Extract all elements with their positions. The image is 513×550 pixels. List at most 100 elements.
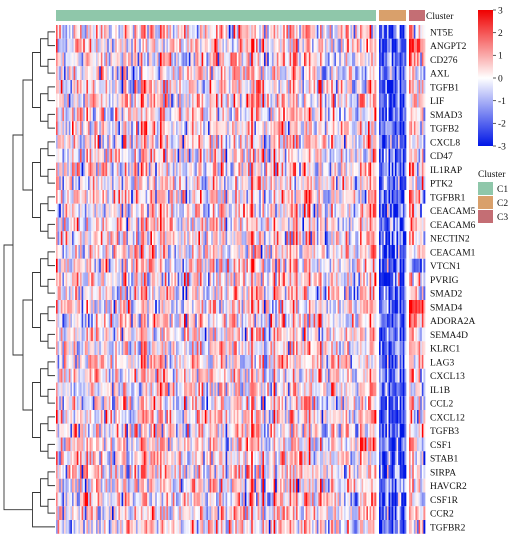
heatmap-cell <box>155 190 158 204</box>
heatmap-cell <box>155 478 158 493</box>
heatmap-cell <box>155 451 158 465</box>
heatmap-cell <box>176 25 178 39</box>
heatmap-cell <box>96 272 98 287</box>
heatmap-cell <box>187 478 190 493</box>
heatmap-cell <box>177 66 180 80</box>
heatmap-cell <box>264 272 266 287</box>
heatmap-cell <box>57 437 60 452</box>
heatmap-cell <box>91 272 94 287</box>
heatmap-cell <box>107 478 110 493</box>
heatmap-cell <box>185 423 188 438</box>
heatmap-cell <box>147 258 150 273</box>
heatmap-cell <box>150 341 153 355</box>
heatmap-cell <box>267 93 270 108</box>
heatmap-cell <box>204 355 207 369</box>
heatmap-cell <box>56 286 58 300</box>
heatmap-cell <box>180 368 183 383</box>
heatmap-cell <box>94 286 97 300</box>
heatmap-cell <box>193 492 196 507</box>
heatmap-cell <box>73 520 76 534</box>
heatmap-cell <box>102 245 105 259</box>
heatmap-cell <box>179 368 182 383</box>
heatmap-cell <box>169 258 172 273</box>
heatmap-cell <box>107 382 110 397</box>
heatmap-cell <box>115 176 118 190</box>
heatmap-cell <box>236 258 239 273</box>
heatmap-cell <box>217 258 220 273</box>
heatmap-cell <box>222 355 225 369</box>
heatmap-cell <box>177 382 180 397</box>
heatmap-cell <box>78 300 81 314</box>
heatmap-cell <box>174 38 177 53</box>
heatmap-cell <box>75 355 78 369</box>
heatmap-cell <box>118 520 121 534</box>
heatmap-cell <box>219 437 222 452</box>
heatmap-cell <box>233 423 236 438</box>
heatmap-cell <box>153 148 156 163</box>
heatmap-cell <box>209 451 212 465</box>
heatmap-cell <box>243 190 246 204</box>
heatmap-cell <box>172 217 175 232</box>
heatmap-cell <box>121 300 124 314</box>
heatmap-cell <box>219 217 222 232</box>
heatmap-cell <box>240 410 242 424</box>
heatmap-cell <box>140 231 143 245</box>
heatmap-cell <box>76 121 79 135</box>
heatmap-cell <box>104 66 106 80</box>
heatmap-cell <box>251 451 254 465</box>
heatmap-cell <box>100 162 103 177</box>
heatmap-cell <box>60 368 63 383</box>
heatmap-cell <box>57 258 60 273</box>
heatmap-cell <box>203 93 206 108</box>
heatmap-cell <box>208 300 210 314</box>
heatmap-cell <box>235 135 238 149</box>
heatmap-cell <box>208 217 210 232</box>
heatmap-cell <box>116 272 119 287</box>
heatmap-cell <box>164 465 167 479</box>
heatmap-cell <box>83 437 86 452</box>
heatmap-cell <box>134 437 137 452</box>
heatmap-cell <box>100 300 103 314</box>
heatmap-cell <box>112 520 114 534</box>
heatmap-cell <box>211 190 214 204</box>
heatmap-cell <box>108 451 111 465</box>
heatmap-cell <box>110 341 113 355</box>
heatmap-cell <box>59 162 62 177</box>
heatmap-cell <box>94 66 97 80</box>
heatmap-cell <box>182 410 185 424</box>
heatmap-cell <box>179 341 182 355</box>
heatmap-cell <box>116 217 119 232</box>
heatmap-cell <box>99 368 102 383</box>
heatmap-cell <box>139 66 142 80</box>
heatmap-cell <box>179 107 182 122</box>
dendrogram-branch <box>47 498 55 514</box>
heatmap-cell <box>76 286 79 300</box>
heatmap-cell <box>190 300 193 314</box>
heatmap-cell <box>123 300 126 314</box>
heatmap-cell <box>121 66 124 80</box>
heatmap-cell <box>200 300 202 314</box>
heatmap-cell <box>264 478 266 493</box>
heatmap-cell <box>136 107 138 122</box>
heatmap-cell <box>238 272 241 287</box>
heatmap-cell <box>163 300 166 314</box>
heatmap-cell <box>233 162 236 177</box>
heatmap-cell <box>246 451 249 465</box>
heatmap-cell <box>182 313 185 328</box>
heatmap-cell <box>160 203 162 218</box>
heatmap-cell <box>248 368 250 383</box>
heatmap-cell <box>147 313 150 328</box>
heatmap-cell <box>60 410 63 424</box>
heatmap-cell <box>204 272 207 287</box>
heatmap-cell <box>59 492 62 507</box>
heatmap-cell <box>124 190 127 204</box>
heatmap-cell <box>120 162 122 177</box>
heatmap-cell <box>180 355 183 369</box>
heatmap-cell <box>195 107 198 122</box>
heatmap-cell <box>216 80 218 94</box>
heatmap-cell <box>214 410 217 424</box>
heatmap-cell <box>120 520 122 534</box>
heatmap-cell <box>124 355 127 369</box>
heatmap-cell <box>64 286 66 300</box>
heatmap-cell <box>132 272 135 287</box>
